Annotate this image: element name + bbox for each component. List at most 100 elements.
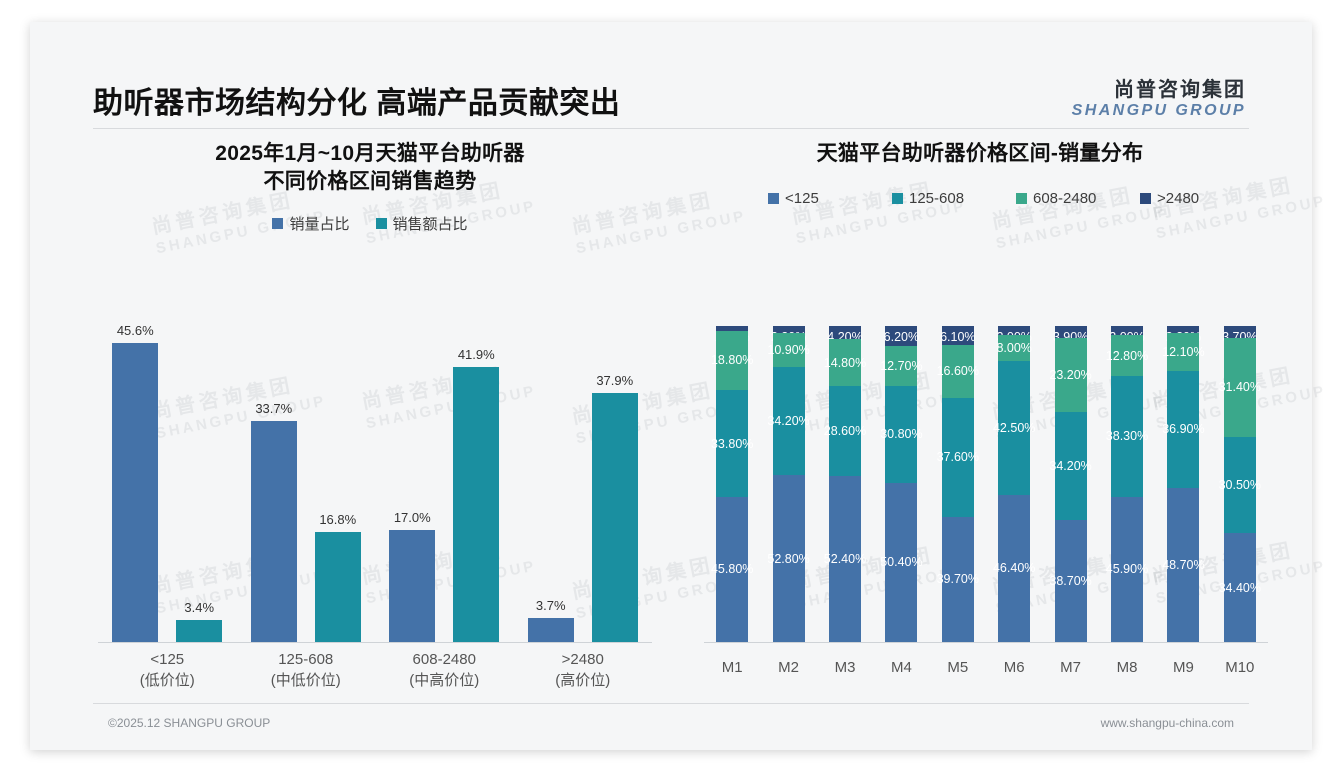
legend-item-right-1[interactable]: 125-608 [892, 190, 1016, 207]
stacked-segment[interactable]: 18.80% [711, 330, 753, 391]
stacked-segment[interactable]: 52.80% [767, 475, 810, 643]
bar-rect[interactable] [176, 619, 223, 642]
stacked-bar-column[interactable]: 3.90% 23.20% 34.20% 38.70% [1049, 326, 1092, 642]
bar-column[interactable]: 16.8% [314, 314, 361, 642]
stacked-segment[interactable]: 30.80% [880, 385, 923, 483]
stacked-segment[interactable]: 6.20% [884, 326, 919, 346]
logo-english-text: SHANGPU GROUP [1071, 102, 1246, 119]
bar-value-label: 37.9% [596, 373, 634, 389]
stacked-segment[interactable]: 39.70% [937, 516, 979, 642]
stacked-segment[interactable]: 3.00% [996, 326, 1032, 344]
right-chart-legend: <125 125-608 608-2480 >2480 [680, 190, 1280, 207]
stacked-segment[interactable]: 38.70% [1049, 519, 1092, 642]
bar-column[interactable]: 45.6% [112, 314, 159, 642]
right-chart-x-axis-line [704, 642, 1268, 643]
bar-column[interactable]: 41.9% [453, 314, 500, 642]
x-axis-category-sub: (低价位) [139, 672, 195, 690]
stacked-segment[interactable]: 6.10% [940, 326, 976, 346]
stacked-segment[interactable]: 12.80% [1106, 335, 1148, 376]
stacked-segment[interactable]: 38.30% [1106, 375, 1148, 497]
legend-swatch-icon [272, 217, 284, 229]
legend-item-left-1[interactable]: 销售额占比 [375, 213, 468, 234]
bar-rect[interactable] [112, 342, 159, 642]
legend-item-right-0[interactable]: <125 [768, 190, 892, 207]
header-divider [93, 128, 1249, 129]
stacked-segment[interactable]: 10.90% [767, 332, 810, 368]
legend-item-left-0[interactable]: 销量占比 [272, 213, 350, 234]
bar-column[interactable]: 3.7% [527, 314, 574, 642]
stacked-segment[interactable]: 4.20% [827, 326, 863, 344]
stacked-segment[interactable]: 50.40% [880, 482, 923, 642]
bar-rect[interactable] [250, 420, 297, 642]
bar-rect[interactable] [591, 393, 638, 642]
legend-label: <125 [785, 190, 819, 208]
stacked-segment[interactable]: 14.80% [824, 339, 866, 387]
stacked-bar-column[interactable]: 2.20%10.90% 34.20% 52.80% [767, 326, 810, 643]
stacked-segment[interactable]: 30.50% [1219, 436, 1261, 534]
stacked-segment[interactable]: 12.70% [880, 345, 923, 386]
legend-swatch-icon [375, 217, 387, 229]
stacked-bar-column[interactable]: 1.50%18.80%33.80%45.80% [711, 326, 753, 642]
segment-value-label: 12.10% [1162, 345, 1205, 360]
stacked-bar-column[interactable]: 3.00% 12.80% 38.30% 45.90% [1106, 326, 1148, 642]
stacked-bar-column[interactable]: 2.20%12.10% 36.90% 48.70% [1162, 326, 1205, 642]
stacked-segment[interactable]: 36.90% [1162, 371, 1205, 488]
stacked-bar-column[interactable]: 6.10% 16.60% 37.60% 39.70% [937, 326, 979, 642]
stacked-bar-column[interactable]: 6.20% 12.70% 30.80% 50.40% [880, 326, 923, 642]
segment-value-label: 37.60% [936, 450, 979, 465]
stacked-segment[interactable]: 33.80% [711, 390, 753, 497]
stacked-bar-column[interactable]: 3.70% 31.40% 30.50% 34.40% [1219, 326, 1261, 642]
stacked-segment[interactable]: 23.20% [1049, 338, 1092, 412]
stacked-bar-chart: 1.50%18.80%33.80%45.80%2.20%10.90%34.20%… [680, 326, 1280, 700]
stacked-bar-column[interactable]: 3.00%8.00% 42.50% 46.40% [993, 326, 1035, 642]
stacked-segment[interactable]: 34.20% [767, 367, 810, 476]
bar-rect[interactable] [453, 367, 500, 642]
grouped-bar-chart: 45.6% 3.4% 33.7% 16.8% 17.0% 41.9% 3.7% 37.9% <… [70, 314, 670, 700]
grouped-bar-plot-area: 45.6% 3.4% 33.7% 16.8% 17.0% 41.9% 3.7% 37.9% [98, 314, 652, 642]
stacked-segment[interactable]: 45.90% [1106, 496, 1148, 642]
x-axis-category-main: <125 [150, 650, 185, 668]
stacked-segment[interactable]: 34.40% [1219, 533, 1261, 642]
stacked-segment[interactable]: 42.50% [993, 360, 1035, 496]
stacked-segment[interactable]: 12.10% [1162, 332, 1205, 372]
bar-column[interactable]: 33.7% [250, 314, 297, 642]
stacked-segment[interactable]: 46.40% [993, 495, 1035, 642]
bar-rect[interactable] [527, 617, 574, 642]
stacked-bar-column[interactable]: 4.20% 14.80% 28.60% 52.40% [824, 326, 866, 642]
stacked-segment[interactable]: 8.00% [996, 335, 1032, 361]
x-axis-category-label: 608-2480 (中高价位) [375, 649, 514, 693]
bar-rect[interactable] [314, 531, 361, 642]
segment-value-label: 28.60% [823, 424, 867, 439]
segment-value-label: 18.80% [710, 353, 754, 368]
stacked-segment[interactable]: 16.60% [937, 345, 979, 398]
x-axis-category-main: 608-2480 [412, 650, 476, 668]
stacked-segment[interactable]: 2.20% [771, 326, 806, 344]
x-axis-category-sub: (高价位) [555, 672, 611, 690]
segment-value-label: 46.40% [992, 561, 1036, 576]
bar-rect[interactable] [389, 530, 436, 642]
bar-column[interactable]: 3.4% [176, 314, 223, 642]
x-axis-month-label: M1 [721, 659, 743, 676]
segment-value-label: 30.50% [1218, 478, 1261, 493]
bar-column[interactable]: 37.9% [591, 314, 638, 642]
stacked-segment[interactable]: 3.70% [1222, 326, 1258, 344]
legend-item-right-3[interactable]: >2480 [1140, 190, 1264, 207]
stacked-segment[interactable]: 52.40% [824, 476, 866, 642]
stacked-segment[interactable]: 2.20% [1166, 326, 1201, 344]
stacked-segment[interactable]: 48.70% [1162, 487, 1205, 642]
left-chart-title-line2: 不同价格区间销售趋势 [263, 170, 477, 194]
stacked-segment[interactable]: 3.00% [1109, 326, 1145, 344]
segment-value-label: 52.80% [767, 551, 810, 566]
stacked-segment[interactable]: 45.80% [711, 496, 753, 642]
stacked-segment[interactable]: 34.20% [1049, 411, 1092, 520]
stacked-segment[interactable]: 37.60% [937, 397, 979, 517]
x-axis-category-main: 125-608 [278, 650, 334, 668]
stacked-segment[interactable]: 31.40% [1219, 337, 1261, 437]
segment-value-label: 34.20% [767, 414, 810, 429]
footer-divider [93, 703, 1249, 704]
legend-item-right-2[interactable]: 608-2480 [1016, 190, 1140, 207]
stacked-segment[interactable]: 28.60% [824, 386, 866, 477]
segment-value-label: 36.90% [1162, 422, 1205, 437]
stacked-segment[interactable]: 3.90% [1053, 326, 1088, 344]
bar-column[interactable]: 17.0% [389, 314, 436, 642]
